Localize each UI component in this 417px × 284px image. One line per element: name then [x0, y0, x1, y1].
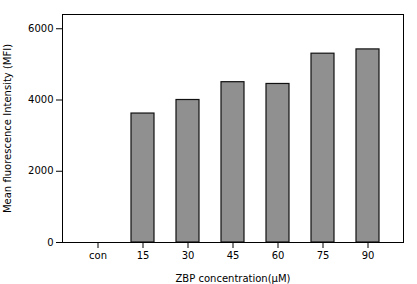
svg-text:4000: 4000 [28, 94, 53, 105]
svg-text:45: 45 [227, 250, 240, 261]
svg-text:con: con [89, 250, 107, 261]
svg-text:6000: 6000 [28, 23, 53, 34]
svg-text:30: 30 [182, 250, 195, 261]
svg-text:0: 0 [47, 237, 53, 248]
svg-text:90: 90 [362, 250, 375, 261]
svg-text:2000: 2000 [28, 165, 53, 176]
svg-text:ZBP concentration(μM): ZBP concentration(μM) [176, 273, 291, 284]
svg-text:15: 15 [137, 250, 150, 261]
svg-text:75: 75 [317, 250, 330, 261]
svg-text:60: 60 [272, 250, 285, 261]
svg-text:Mean fluorescence Intensity (M: Mean fluorescence Intensity (MFI) [2, 44, 13, 213]
